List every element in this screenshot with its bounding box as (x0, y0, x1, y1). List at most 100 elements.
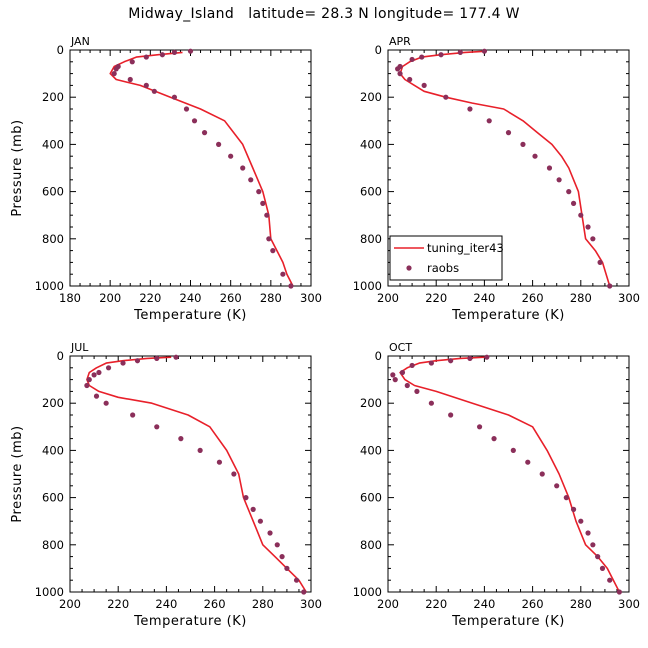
x-tick-label: 240 (473, 597, 495, 611)
x-axis-title: Temperature (K) (451, 308, 565, 323)
raob-point (457, 49, 463, 55)
panel-jul: JUL 200 220 240 260 280 300 0 200 400 600 800 1000 Te… (10, 341, 322, 629)
raob-point (197, 447, 203, 453)
raob-point (597, 259, 603, 265)
raob-point (556, 177, 562, 183)
raob-point (288, 283, 294, 289)
raob-point (414, 388, 420, 394)
raob-point (467, 355, 473, 361)
raob-point (178, 436, 184, 442)
raob-point (481, 48, 487, 54)
model-line-tuning-iter43 (399, 356, 621, 593)
raob-point (127, 76, 133, 83)
x-tick-label: 300 (300, 291, 322, 305)
raob-point (284, 565, 290, 572)
x-tick-label: 200 (59, 597, 81, 611)
raob-point (578, 518, 584, 524)
raob-point (395, 66, 401, 72)
x-tick-label: 280 (260, 291, 282, 305)
y-tick-label: 200 (42, 90, 64, 104)
raob-point (476, 424, 483, 430)
x-tick-label: 200 (377, 597, 399, 611)
raob-point (428, 360, 434, 366)
y-tick-label: 400 (360, 443, 382, 457)
raob-point (86, 377, 92, 383)
panel-label: OCT (389, 341, 412, 354)
y-axis-title: Pressure (mb) (10, 119, 25, 216)
figure-title: Midway_Island latitude= 28.3 N longitude… (128, 6, 520, 22)
x-tick-label: 220 (425, 597, 447, 611)
raob-point (585, 224, 591, 230)
x-axis-title: Temperature (K) (133, 614, 247, 629)
y-tick-label: 400 (360, 137, 382, 151)
raob-point (448, 412, 454, 418)
raob-point (257, 518, 263, 524)
raob-point (421, 82, 427, 88)
raob-point (171, 49, 178, 55)
raob-point (590, 542, 596, 548)
raob-point (390, 372, 396, 378)
raob-point (216, 141, 222, 147)
y-tick-label: 1000 (353, 585, 382, 599)
raob-point (467, 106, 473, 112)
raob-point (595, 554, 601, 560)
raob-point (392, 377, 398, 383)
x-tick-label: 240 (155, 597, 177, 611)
raob-point (399, 369, 406, 376)
raob-point (130, 412, 136, 418)
legend-label-raobs: raobs (427, 261, 459, 275)
raob-point (554, 483, 560, 489)
raob-point (267, 530, 273, 536)
raob-point (407, 76, 413, 83)
model-line-tuning-iter43 (109, 51, 294, 287)
x-tick-label: 260 (522, 597, 544, 611)
raob-point (216, 459, 223, 465)
y-axis-title: Pressure (mb) (10, 425, 25, 522)
y-tick-label: 200 (42, 396, 64, 410)
x-tick-label: 240 (473, 291, 495, 305)
raob-point (154, 424, 160, 430)
raob-point (397, 71, 403, 77)
raob-point (159, 52, 165, 58)
plot-frame (387, 355, 630, 593)
raob-point (578, 212, 584, 218)
raob-point (486, 118, 492, 124)
raob-point (113, 66, 119, 72)
y-tick-label: 600 (360, 185, 382, 199)
raob-point (590, 236, 596, 242)
raob-point (539, 471, 545, 477)
raob-point (256, 189, 262, 195)
y-tick-label: 1000 (35, 585, 64, 599)
raob-point (616, 589, 622, 595)
x-axis-title: Temperature (K) (133, 308, 247, 323)
y-tick-label: 600 (360, 491, 382, 505)
raob-point (96, 369, 102, 376)
raob-point (409, 56, 415, 63)
raob-point (438, 52, 444, 58)
raob-point (105, 365, 112, 371)
raob-point (143, 82, 149, 88)
legend-label-model: tuning_iter43 (427, 241, 504, 255)
x-tick-label: 240 (180, 291, 202, 305)
raob-point (280, 271, 286, 277)
raob-point (154, 355, 160, 361)
panel-oct: OCT 200 220 240 260 280 300 0 200 400 600 800 1000 Te… (353, 341, 640, 629)
raob-point (231, 471, 237, 477)
y-tick-label: 0 (375, 349, 382, 363)
x-tick-label: 300 (618, 291, 640, 305)
raob-point (187, 48, 194, 54)
raob-point (191, 118, 198, 124)
y-tick-label: 800 (360, 538, 382, 552)
raob-point (419, 54, 425, 60)
panel-label: JAN (70, 35, 90, 48)
raob-point (111, 71, 117, 77)
raob-point (443, 94, 449, 100)
y-tick-label: 200 (360, 90, 382, 104)
raob-point (525, 459, 531, 465)
raob-point (404, 382, 410, 389)
y-tick-label: 0 (375, 43, 382, 57)
x-axis-title: Temperature (K) (451, 614, 565, 629)
legend-point-swatch (406, 265, 412, 271)
y-tick-label: 400 (42, 137, 64, 151)
